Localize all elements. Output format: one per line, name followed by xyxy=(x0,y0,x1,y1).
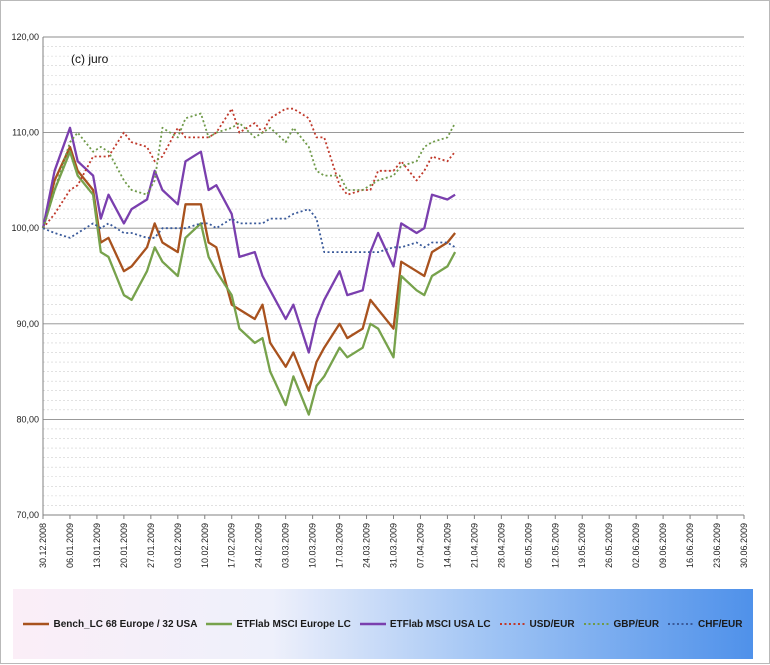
x-tick-label: 28.04.2009 xyxy=(496,523,506,568)
legend-item: Bench_LC 68 Europe / 32 USA xyxy=(23,619,197,630)
x-tick-label: 23.06.2009 xyxy=(712,523,722,568)
legend-swatch xyxy=(23,622,50,626)
x-tick-label: 17.02.2009 xyxy=(227,523,237,568)
x-tick-label: 02.06.2009 xyxy=(631,523,641,568)
series-line-2 xyxy=(41,150,457,416)
legend-label: USD/EUR xyxy=(529,618,575,630)
x-tick-label: 05.05.2009 xyxy=(523,523,533,568)
series-line-5 xyxy=(42,112,456,229)
x-tick-label: 26.05.2009 xyxy=(604,523,614,568)
series-line-4 xyxy=(42,107,456,229)
legend-item: ETFlab MSCI Europe LC xyxy=(206,618,351,630)
y-axis-tick-labels: 70,00 80,00 90,00 100,00 110,00 120,00 xyxy=(11,32,39,520)
legend-swatch xyxy=(499,623,526,625)
series-line-3 xyxy=(41,126,456,354)
legend-swatch xyxy=(583,623,610,625)
x-tick-label: 09.06.2009 xyxy=(658,523,668,568)
legend-label: GBP/EUR xyxy=(613,618,660,630)
legend-label: ETFlab MSCI USA LC xyxy=(389,618,491,630)
x-tick-label: 06.01.2009 xyxy=(65,523,75,568)
x-tick-label: 27.01.2009 xyxy=(146,523,156,568)
x-tick-label: 24.03.2009 xyxy=(362,523,372,568)
x-axis-tick-labels: 30.12.2008 06.01.2009 13.01.2009 20.01.2009… xyxy=(38,523,749,568)
x-tick-label: 30.06.2009 xyxy=(739,523,749,568)
chart-annotation: (c) juro xyxy=(71,52,109,66)
legend-swatch xyxy=(668,623,695,625)
x-tick-label: 07.04.2009 xyxy=(415,523,425,568)
series-line-1 xyxy=(41,145,456,392)
x-tick-label: 31.03.2009 xyxy=(389,523,399,568)
x-tick-label: 20.01.2009 xyxy=(119,523,129,568)
legend-item: ETFlab MSCI USA LC xyxy=(359,618,491,630)
minor-gridlines xyxy=(43,46,744,506)
x-tick-label: 17.03.2009 xyxy=(335,523,345,568)
legend-label: ETFlab MSCI Europe LC xyxy=(236,618,351,630)
series-line-6 xyxy=(42,208,456,254)
x-tick-label: 19.05.2009 xyxy=(577,523,587,568)
x-tick-label: 03.02.2009 xyxy=(173,523,183,568)
chart-legend: Bench_LC 68 Europe / 32 USA ETFlab MSCI E… xyxy=(13,589,753,659)
x-tick-label: 30.12.2008 xyxy=(38,523,48,568)
y-tick-label: 110,00 xyxy=(12,128,39,138)
series-lines xyxy=(41,107,457,416)
y-tick-label: 120,00 xyxy=(11,32,39,42)
legend-item: GBP/EUR xyxy=(583,618,660,630)
x-tick-label: 24.02.2009 xyxy=(254,523,264,568)
y-tick-label: 90,00 xyxy=(16,319,39,329)
legend-item: USD/EUR xyxy=(499,618,575,630)
x-tick-label: 13.01.2009 xyxy=(92,523,102,568)
x-tick-label: 14.04.2009 xyxy=(442,523,452,568)
x-tick-label: 10.02.2009 xyxy=(200,523,210,568)
x-tick-label: 21.04.2009 xyxy=(469,523,479,568)
axes xyxy=(42,37,745,519)
legend-label: Bench_LC 68 Europe / 32 USA xyxy=(53,618,198,630)
x-tick-label: 12.05.2009 xyxy=(550,523,560,568)
legend-swatch xyxy=(359,622,386,626)
y-tick-label: 80,00 xyxy=(16,414,39,424)
legend-item: CHF/EUR xyxy=(668,618,743,630)
y-tick-label: 70,00 xyxy=(16,510,39,520)
y-tick-label: 100,00 xyxy=(11,223,39,233)
x-tick-label: 10.03.2009 xyxy=(308,523,318,568)
x-tick-label: 16.06.2009 xyxy=(685,523,695,568)
legend-swatch xyxy=(206,622,233,626)
legend-label: CHF/EUR xyxy=(698,618,743,630)
x-tick-label: 03.03.2009 xyxy=(281,523,291,568)
